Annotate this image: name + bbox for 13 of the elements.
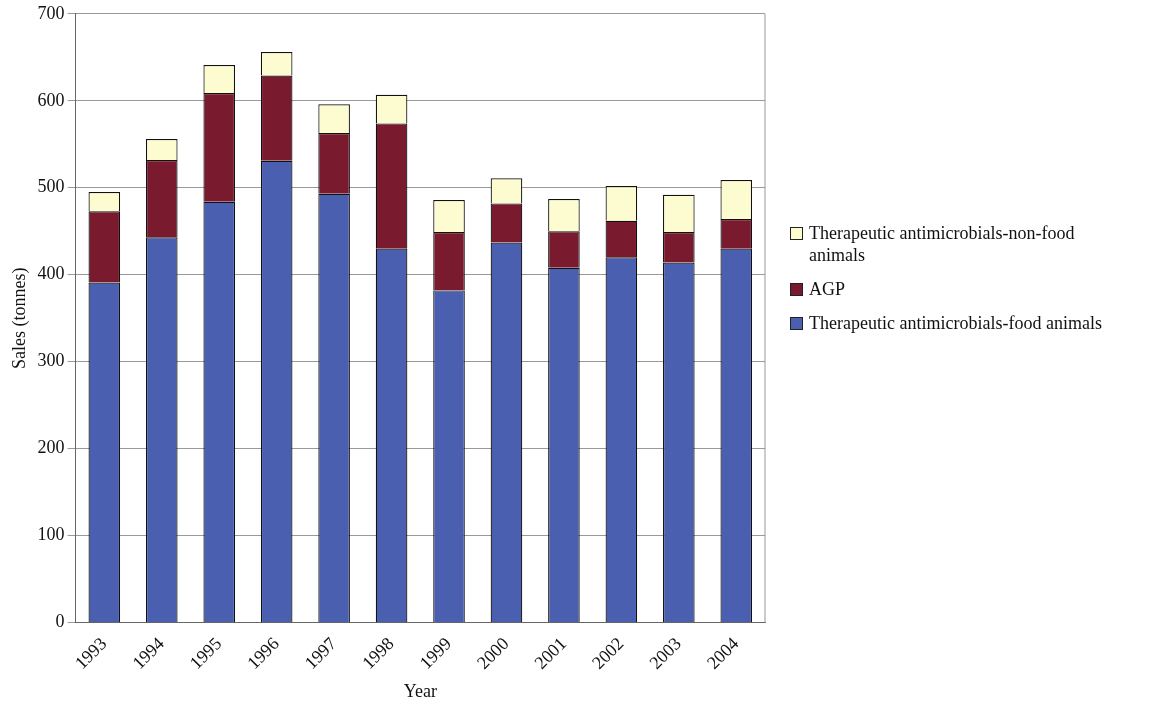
y-tick-label: 400 <box>37 263 65 284</box>
y-tick-label: 100 <box>37 524 65 545</box>
legend-label: Therapeutic antimicrobials-non-food animals <box>809 222 1076 266</box>
legend-label: AGP <box>809 278 846 300</box>
y-tick-label: 500 <box>37 176 65 197</box>
legend-label: Therapeutic antimicrobials-food animals <box>809 312 1102 334</box>
y-tick-label: 300 <box>37 350 65 371</box>
y-tick-label: 700 <box>37 2 65 23</box>
y-axis-title: Sales (tonnes) <box>8 267 30 369</box>
x-axis-title: Year <box>403 680 437 701</box>
y-tick-label: 200 <box>37 437 65 458</box>
y-tick-label: 600 <box>37 89 65 110</box>
y-tick-label: 0 <box>55 611 65 632</box>
